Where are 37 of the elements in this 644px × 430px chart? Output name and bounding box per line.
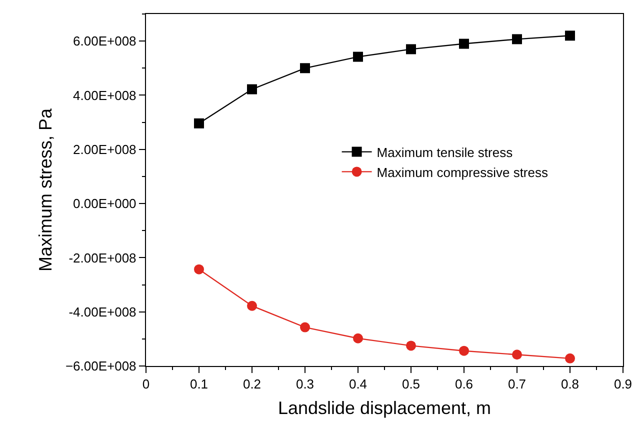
y-tick-label: 6.00E+008 [73, 34, 136, 49]
y-axis-title: Maximum stress, Pa [36, 108, 56, 272]
point [353, 333, 363, 344]
x-tick-label: 0.4 [348, 376, 368, 392]
x-tick-label: 0.1 [190, 376, 208, 392]
point [512, 350, 522, 360]
y-tick-label: 4.00E+008 [73, 88, 136, 103]
x-tick-label: 0.5 [402, 376, 420, 392]
point [459, 38, 469, 49]
x-tick-label: 0.6 [454, 376, 474, 392]
point [353, 52, 363, 62]
y-tick-label: −6.00E+008 [65, 358, 136, 374]
point [565, 30, 575, 41]
x-tick-label: 0 [142, 376, 150, 392]
legend-label: Maximum tensile stress [376, 144, 514, 160]
point [300, 322, 310, 332]
x-tick-label: 0.3 [296, 376, 314, 392]
x-tick-label: 0.8 [560, 376, 580, 392]
legend-label: Maximum compressive stress [376, 164, 548, 180]
y-tick-label: -2.00E+008 [68, 250, 136, 266]
point [194, 264, 204, 274]
point [512, 34, 522, 44]
y-tick-label: -4.00E+008 [68, 304, 136, 320]
point [406, 340, 416, 351]
x-tick-label: 0.9 [614, 376, 632, 392]
point [459, 346, 469, 356]
y-tick-label: 2.00E+008 [73, 142, 136, 157]
point [247, 84, 257, 94]
point [247, 300, 257, 311]
point [565, 353, 575, 364]
point [300, 63, 310, 74]
x-tick-label: 0.2 [242, 376, 262, 392]
x-axis-title: Landslide displacement, m [278, 398, 492, 418]
point [194, 118, 204, 128]
x-tick-label: 0.7 [508, 376, 526, 392]
point [406, 44, 416, 54]
y-tick-label: 0.00E+000 [73, 196, 136, 212]
